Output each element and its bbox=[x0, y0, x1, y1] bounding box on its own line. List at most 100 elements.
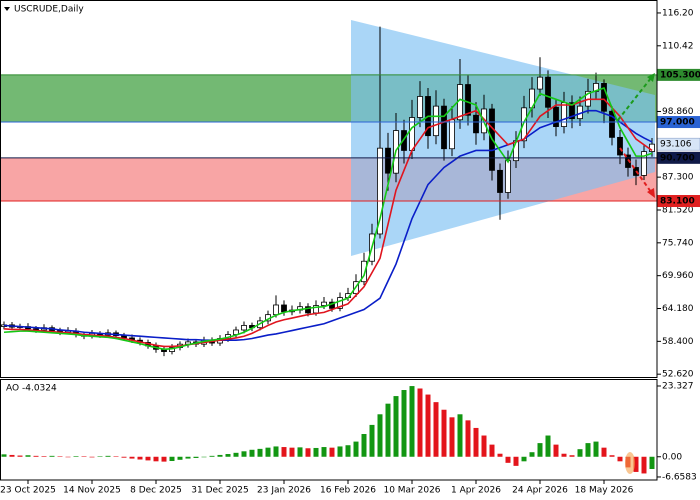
x-tick-label: 16 Feb 2026 bbox=[320, 486, 376, 496]
y-tick-label: 52.620 bbox=[662, 370, 694, 380]
ao-bar bbox=[161, 456, 167, 462]
level-label: 97.000 bbox=[660, 118, 695, 128]
ao-bar bbox=[145, 456, 151, 461]
ao-bar bbox=[609, 455, 615, 457]
level-label: 90.700 bbox=[660, 153, 695, 163]
level-tag bbox=[657, 68, 700, 81]
ao-bar bbox=[425, 394, 431, 457]
y-tick-label: 64.180 bbox=[662, 304, 694, 314]
moving-average bbox=[3, 98, 653, 348]
ao-bar bbox=[465, 420, 471, 457]
ao-bar bbox=[545, 435, 551, 457]
ao-bar bbox=[81, 456, 87, 457]
ao-bar bbox=[441, 409, 447, 457]
candle-body bbox=[441, 105, 447, 150]
candle-body bbox=[641, 151, 647, 176]
y-tick-label: 75.740 bbox=[662, 238, 694, 248]
ao-bar bbox=[393, 396, 399, 457]
candle-body bbox=[553, 106, 559, 127]
moving-average bbox=[3, 86, 653, 351]
chart-title: USCRUDE,Daily bbox=[14, 5, 84, 15]
level-label: 83.100 bbox=[660, 197, 695, 207]
ao-bar bbox=[65, 456, 71, 458]
ao-bar bbox=[41, 456, 47, 457]
level-tag bbox=[657, 151, 700, 164]
ao-bar bbox=[57, 456, 63, 457]
ao-bar bbox=[601, 447, 607, 457]
price-label: 93.106 bbox=[660, 140, 692, 150]
ao-current: -4.0324 bbox=[22, 384, 57, 394]
level-tag bbox=[657, 116, 700, 129]
ao-bar bbox=[257, 448, 263, 457]
x-tick-label: 18 May 2026 bbox=[575, 486, 634, 496]
ao-bar bbox=[369, 424, 375, 457]
ao-bar bbox=[497, 453, 503, 457]
candle-body bbox=[505, 160, 511, 193]
ao-bar bbox=[113, 456, 119, 457]
ao-bar bbox=[649, 456, 655, 469]
candle-body bbox=[417, 96, 423, 118]
ao-bar bbox=[457, 414, 463, 457]
candle-body bbox=[433, 105, 439, 137]
y-tick-label: 110.42 bbox=[662, 41, 694, 51]
candle-body bbox=[497, 169, 503, 193]
title-icon bbox=[4, 7, 10, 11]
candle-body bbox=[321, 301, 327, 306]
ao-bar bbox=[305, 448, 311, 457]
x-tick-label: 14 Nov 2025 bbox=[63, 486, 121, 496]
ao-bar bbox=[345, 445, 351, 457]
ao-bar bbox=[337, 446, 343, 457]
ao-bar bbox=[353, 441, 359, 457]
candle-body bbox=[241, 325, 247, 331]
ao-bar bbox=[273, 446, 279, 457]
ao-bar bbox=[33, 455, 39, 457]
ao-bar bbox=[529, 452, 535, 457]
up-arrowhead bbox=[647, 73, 655, 82]
ao-bar bbox=[265, 447, 271, 457]
ao-bar bbox=[561, 453, 567, 457]
ao-bar bbox=[553, 444, 559, 457]
ao-bar bbox=[313, 447, 319, 457]
ao-title: AO bbox=[6, 384, 19, 394]
y-tick-label: 98.860 bbox=[662, 107, 694, 117]
ao-bar bbox=[505, 456, 511, 463]
level-tag bbox=[657, 195, 700, 208]
ao-bar bbox=[49, 455, 55, 457]
ao-bar bbox=[401, 390, 407, 457]
x-tick-label: 23 Oct 2025 bbox=[0, 486, 56, 496]
ao-bar bbox=[385, 403, 391, 457]
ao-bar bbox=[577, 449, 583, 457]
ao-bar bbox=[73, 456, 79, 457]
ao-bar bbox=[89, 456, 95, 458]
candle-body bbox=[569, 102, 575, 120]
candle-body bbox=[305, 306, 311, 314]
ao-bar bbox=[177, 456, 183, 460]
candle-body bbox=[377, 147, 383, 235]
y-tick-label: 116.20 bbox=[662, 8, 694, 18]
ao-bar bbox=[433, 402, 439, 457]
level-label: 105.300 bbox=[660, 70, 700, 80]
candle-body bbox=[449, 119, 455, 150]
candle-body bbox=[281, 304, 287, 313]
x-tick-label: 10 Mar 2026 bbox=[383, 486, 440, 496]
y-tick-label: 81.520 bbox=[662, 205, 694, 215]
highlight-marker bbox=[625, 452, 635, 474]
x-tick-label: 1 Apr 2026 bbox=[451, 486, 501, 496]
ao-bar bbox=[137, 456, 143, 460]
ao-bar bbox=[201, 456, 207, 458]
ao-bar bbox=[521, 456, 527, 462]
candle-body bbox=[649, 143, 655, 152]
ao-bar bbox=[193, 456, 199, 458]
ao-bar bbox=[481, 435, 487, 457]
axis-layer: 116.20 110.42 98.860 87.300 81.520 75.740 69.9… bbox=[0, 8, 700, 496]
ao-bar bbox=[225, 454, 231, 457]
ao-bar bbox=[617, 456, 623, 462]
candle-body bbox=[361, 260, 367, 283]
ao-bar bbox=[513, 456, 519, 466]
ao-bar bbox=[473, 427, 479, 457]
ao-bar bbox=[377, 414, 383, 457]
y-tick-label: -6.6583 bbox=[662, 472, 697, 482]
candle-body bbox=[609, 110, 615, 138]
down-arrowhead bbox=[647, 188, 655, 198]
candle-body bbox=[401, 130, 407, 151]
